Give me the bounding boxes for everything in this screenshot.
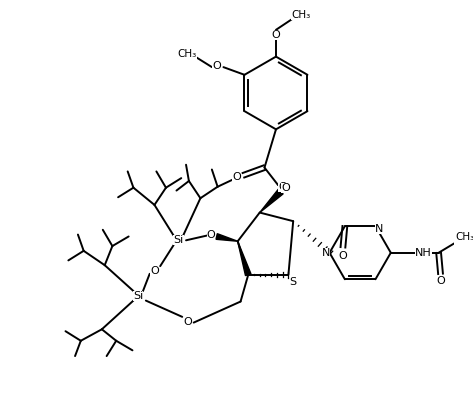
Polygon shape — [216, 234, 238, 241]
Text: O: O — [278, 182, 287, 192]
Text: NH: NH — [415, 248, 432, 258]
Text: O: O — [272, 30, 280, 40]
Text: O: O — [150, 266, 159, 276]
Text: O: O — [184, 317, 193, 327]
Text: O: O — [232, 172, 241, 182]
Text: S: S — [289, 278, 297, 287]
Text: N: N — [322, 248, 330, 258]
Text: Si: Si — [133, 291, 143, 301]
Text: CH₃: CH₃ — [456, 232, 473, 243]
Text: N: N — [375, 224, 384, 234]
Text: O: O — [281, 183, 290, 193]
Text: CH₃: CH₃ — [291, 10, 310, 19]
Text: O: O — [212, 61, 221, 71]
Polygon shape — [260, 189, 283, 212]
Polygon shape — [238, 241, 251, 276]
Text: O: O — [339, 251, 347, 261]
Text: CH₃: CH₃ — [177, 49, 197, 59]
Text: O: O — [207, 229, 215, 239]
Text: Si: Si — [173, 235, 184, 245]
Text: O: O — [436, 276, 445, 287]
